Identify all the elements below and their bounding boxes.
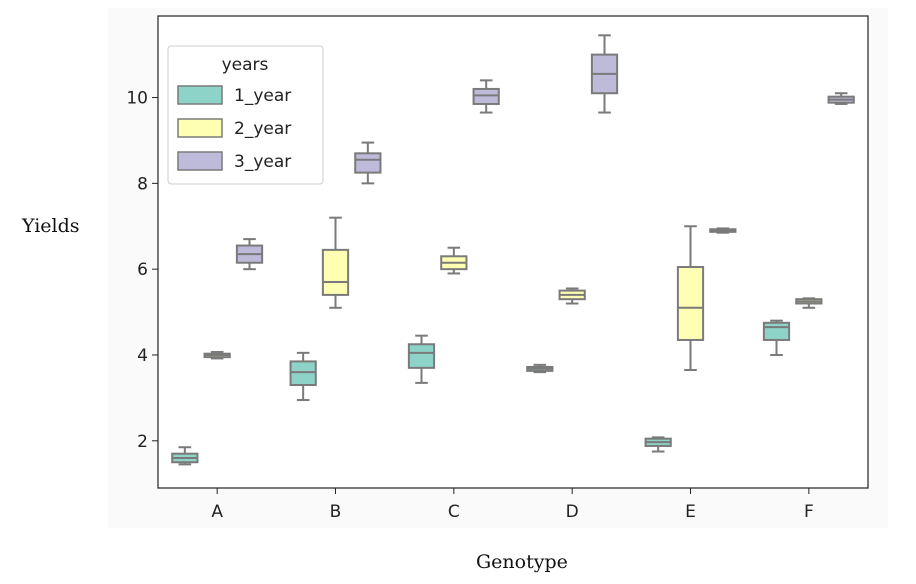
box-1_year-B: [289, 360, 317, 387]
y-tick-label: 8: [137, 174, 148, 194]
y-tick-label: 10: [126, 89, 148, 109]
legend-swatch: [177, 151, 223, 171]
box-1_year-C: [407, 343, 436, 369]
legend-title: years: [222, 55, 269, 75]
x-tick-label: F: [804, 502, 814, 522]
legend-entry: 3_year: [234, 152, 291, 172]
legend-entry: 2_year: [234, 119, 291, 139]
box-2_year-E: [676, 266, 705, 341]
x-tick-label: D: [566, 502, 579, 522]
x-tick-label: A: [211, 502, 223, 522]
y-axis-label: Yields: [22, 215, 80, 237]
box-2_year-B: [321, 248, 350, 296]
x-tick-label: C: [448, 502, 460, 522]
box-3_year-C: [472, 87, 500, 105]
x-axis-label: Genotype: [476, 551, 568, 573]
x-tick-label: E: [685, 502, 696, 522]
legend-entry: 1_year: [234, 86, 291, 106]
legend-swatch: [177, 118, 223, 138]
legend-swatch: [177, 85, 223, 105]
y-tick-label: 4: [137, 346, 148, 366]
box-1_year-F: [762, 321, 791, 341]
legend-box: [167, 45, 324, 185]
y-tick-label: 6: [137, 260, 148, 280]
box-3_year-B: [354, 152, 382, 174]
x-tick-label: B: [330, 502, 342, 522]
y-tick-label: 2: [137, 432, 148, 452]
